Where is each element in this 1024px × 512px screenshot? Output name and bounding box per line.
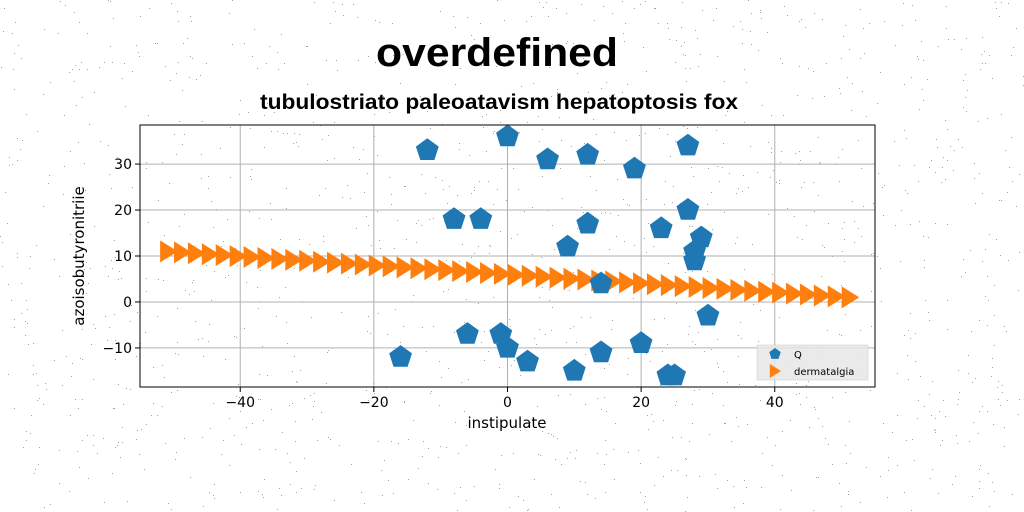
y-tick-label: 10: [114, 249, 132, 265]
q-point: [576, 142, 600, 165]
y-tick-label: 0: [123, 295, 132, 311]
legend-pentagon: [769, 348, 781, 359]
dermatalgia-point: [702, 276, 721, 299]
dermatalgia-point: [174, 241, 192, 264]
legend-marker-q: [769, 348, 781, 359]
dermatalgia-point: [660, 274, 679, 297]
x-tick-label: 40: [766, 395, 784, 411]
dermatalgia-point: [772, 281, 790, 304]
dermatalgia-point: [827, 285, 846, 308]
dermatalgia-point: [549, 266, 568, 289]
q-point: [442, 207, 466, 229]
y-tick-label: 30: [114, 157, 132, 173]
dermatalgia-point: [340, 252, 359, 275]
x-tick-label: 0: [503, 395, 512, 411]
dermatalgia-point: [633, 272, 651, 295]
y-axis-label: azoisobutyronitriie: [70, 186, 88, 326]
dermatalgia-point: [466, 261, 484, 284]
dermatalgia-point: [619, 271, 637, 294]
dermatalgia-point: [271, 247, 289, 270]
dermatalgia-point: [452, 260, 470, 283]
dermatalgia-point: [841, 286, 860, 309]
q-point: [663, 363, 686, 386]
dermatalgia-point: [799, 283, 818, 306]
dermatalgia-point: [480, 261, 498, 284]
x-tick-label: 20: [632, 395, 650, 411]
chart-subtitle: tubulostriato paleoatavism hepatoptosis …: [260, 91, 738, 114]
series-q: [389, 124, 720, 386]
dermatalgia-point: [368, 254, 387, 277]
dermatalgia-point: [744, 279, 762, 302]
x-tick-label: −20: [359, 395, 389, 411]
dermatalgia-point: [674, 275, 693, 298]
q-point: [676, 133, 700, 156]
dermatalgia-point: [563, 267, 582, 290]
dermatalgia-point: [396, 256, 415, 279]
dermatalgia-point: [493, 262, 512, 285]
dermatalgia-point: [187, 242, 206, 265]
q-point: [496, 335, 519, 358]
dermatalgia-point: [730, 278, 748, 301]
dermatalgia-point: [410, 257, 429, 280]
dermatalgia-point: [299, 249, 317, 272]
q-point: [556, 234, 579, 257]
q-point: [469, 207, 493, 229]
q-point: [649, 216, 673, 239]
q-point: [676, 198, 700, 220]
x-tick-label: −40: [225, 395, 255, 411]
q-point: [623, 156, 646, 179]
plot-frame: [139, 124, 876, 388]
dermatalgia-point: [201, 243, 220, 266]
x-axis-label: instipulate: [467, 414, 546, 432]
q-point: [589, 271, 613, 294]
dermatalgia-point: [577, 268, 595, 291]
dermatalgia-point: [313, 250, 331, 273]
dermatalgia-point: [382, 255, 401, 278]
dermatalgia-point: [243, 246, 262, 269]
dermatalgia-point: [813, 284, 832, 307]
dermatalgia-point: [354, 253, 373, 276]
dermatalgia-point: [424, 258, 442, 281]
dermatalgia-point: [507, 263, 526, 286]
dermatalgia-point: [786, 282, 804, 305]
q-point: [456, 322, 479, 344]
dermatalgia-point: [716, 277, 735, 300]
chart-title: overdefined: [376, 31, 618, 75]
q-point: [496, 124, 519, 147]
q-point: [696, 303, 720, 326]
dermatalgia-point: [160, 240, 178, 263]
dermatalgia-point: [758, 280, 776, 303]
dermatalgia-point: [285, 248, 303, 271]
dermatalgia-point: [535, 265, 554, 288]
q-point: [516, 349, 539, 372]
dermatalgia-point: [257, 246, 276, 269]
dermatalgia-point: [215, 244, 234, 267]
dermatalgia-point: [438, 259, 456, 282]
y-axis: −10 0 10 20 30: [102, 157, 140, 357]
dermatalgia-point: [327, 251, 345, 274]
legend-triangle: [769, 364, 781, 378]
q-point: [562, 358, 586, 381]
q-point: [683, 248, 706, 271]
q-point: [536, 147, 559, 170]
q-point: [589, 340, 613, 363]
dermatalgia-point: [688, 276, 707, 299]
y-tick-label: −10: [102, 341, 132, 357]
legend-marker-dermatalgia: [769, 364, 781, 378]
legend: Q dermatalgia: [756, 344, 869, 381]
dermatalgia-point: [229, 245, 248, 268]
q-point: [389, 345, 412, 367]
q-point: [629, 331, 653, 353]
x-axis: −40 −20 0 20 40: [225, 387, 784, 411]
series-dermatalgia: [160, 240, 860, 309]
legend-label-dermatalgia: dermatalgia: [794, 367, 854, 378]
dermatalgia-point: [521, 264, 540, 287]
dermatalgia-point: [646, 273, 665, 296]
q-point: [415, 138, 439, 160]
y-tick-label: 20: [114, 203, 132, 219]
q-point: [576, 211, 600, 234]
legend-label-q: Q: [794, 350, 802, 361]
